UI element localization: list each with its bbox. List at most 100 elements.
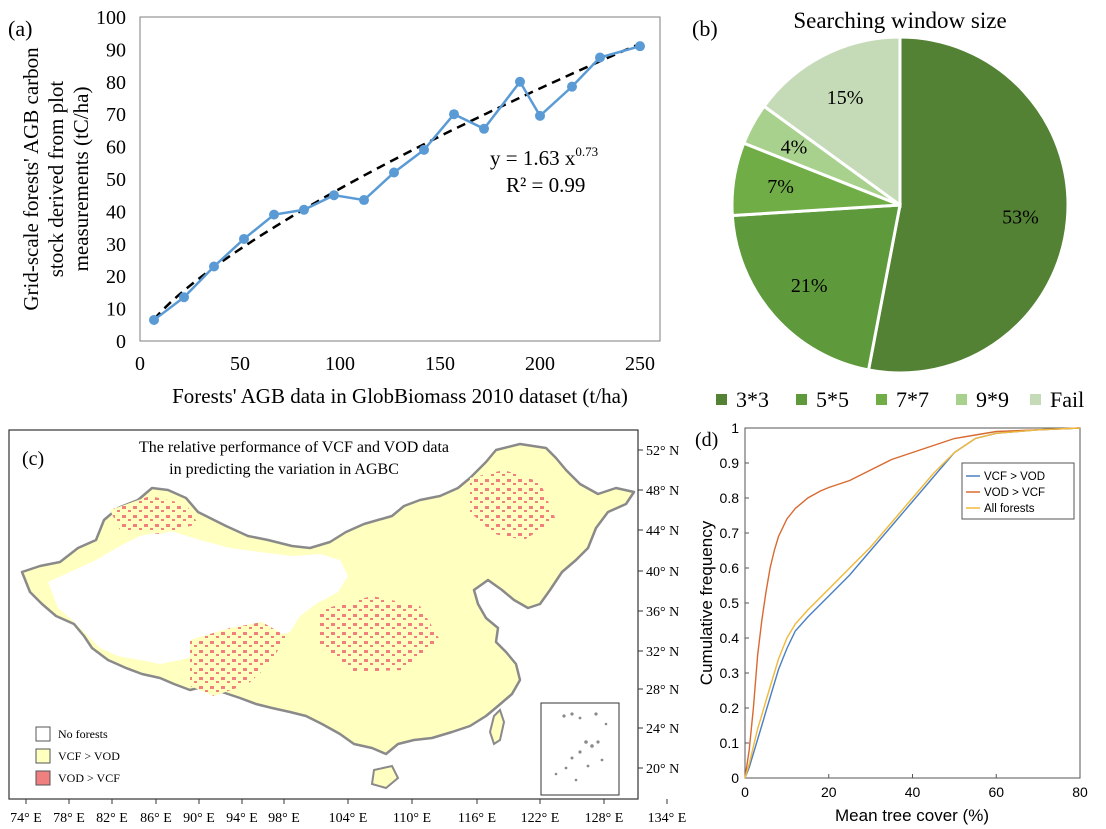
map-latitude-label: 20° N [646,762,679,777]
panel-a-data-point [329,190,339,201]
pie-slice [761,35,902,208]
map-longitude-label: 82° E [96,811,128,826]
map-longitude-label: 134° E [648,811,687,826]
panel-a-data-point [635,41,645,52]
panel-a-data-point [299,204,309,215]
panel-d-y-tick-label: 0.2 [720,700,740,716]
map-longitude-label: 110° E [393,811,431,826]
map-latitude-label: 28° N [646,683,679,698]
map-legend-label: VCF > VOD [58,749,120,763]
panel-d-x-tick-label: 0 [741,784,749,800]
map-longitude-label: 98° E [268,811,300,826]
panel-c: The relative performance of VCF and VOD … [8,429,686,826]
pie-slice [730,203,902,372]
map-legend-swatch [35,726,51,742]
map-longitude-label: 128° E [585,811,624,826]
panel-d-series-lines [744,427,1081,779]
panel-a-data-point [567,81,577,92]
map-longitude-ticks: 74° E 78° E 82° E 86° E 90° E 94° E 98° E 104° … [10,799,686,826]
panel-a-y-tick-label: 40 [106,201,126,223]
panel-a-equation: y = 1.63 x0.73 [490,144,598,170]
pie-title: Searching window size [793,8,1006,33]
panel-a-trendline [153,42,641,320]
panel-d-x-tick-label: 20 [821,784,837,800]
panel-a-data-point [449,109,459,120]
vod-patch-northwest [110,496,198,534]
panel-a-y-tick-label: 80 [106,72,126,94]
pie-legend-label: 3*3 [736,387,769,412]
panel-a-x-tick-label: 150 [425,353,455,375]
panel-d-y-axis-label: Cumulative frequency [697,520,716,685]
pie-legend-swatch [956,394,967,405]
panel-a-equation-base: y = 1.63 x [490,146,576,170]
map-latitude-label: 24° N [646,722,679,737]
map-legend: No forests VCF > VOD VOD > VCF [35,726,120,786]
panel-a-plot-frame [139,16,661,342]
panel-a-label: (a) [8,16,32,41]
pie-slice-label: 7% [767,176,794,198]
panel-a-y-axis-label-line-3: measurements (tC/ha) [69,87,93,272]
pie-slice-label: 15% [827,87,864,109]
panel-d-y-tick-label: 0.4 [720,630,740,646]
map-longitude-label: 74° E [10,811,42,826]
panel-d-x-ticks: 0 20 40 60 80 [741,774,1088,800]
panel-a-y-tick-label: 20 [106,266,126,288]
map-latitude-ticks: 52° N 48° N 44° N 40° N 36° N 32° N 28° N 24° N… [638,444,679,777]
panel-a-data-point [515,76,525,87]
panel-c-label: (c) [22,448,44,470]
panel-a-y-tick-label: 50 [106,169,126,191]
map-longitude-label: 94° E [226,811,258,826]
pie-legend-label: 7*7 [896,387,929,412]
panel-d: (d) 0 0.1 0.2 0.3 0.4 0.5 0.6 0.7 0.8 0.9 1 0 20 40 6… [695,420,1088,825]
pie-slice-label: 21% [791,275,828,297]
panel-d-legend-label: VCF > VOD [984,471,1045,483]
panel-d-legend-label: VOD > VCF [984,487,1045,499]
pie-legend-swatch [1030,394,1041,405]
panel-a-x-tick-label: 0 [135,353,145,375]
panel-d-x-tick-label: 80 [1072,784,1088,800]
panel-a-y-axis-label-line-1: Grid-scale forests' AGB carbon [19,47,43,311]
panel-d-x-axis-label: Mean tree cover (%) [835,806,989,825]
panel-a-x-tick-label: 250 [625,353,655,375]
map-longitude-label: 78° E [53,811,85,826]
map-longitude-label: 90° E [183,811,215,826]
map-longitude-label: 104° E [329,811,368,826]
hainan-island [370,764,400,790]
panel-a-x-ticks: 0 50 100 150 200 250 [135,353,655,375]
pie-legend: 3*3 5*5 7*7 9*9 Fail [716,387,1084,412]
map-legend-swatch [35,770,51,786]
panel-d-legend: VCF > VOD VOD > VCF All forests [961,462,1075,520]
panel-a-data-point [479,123,489,134]
panel-a-y-tick-label: 90 [106,39,126,61]
panel-a-y-tick-label: 10 [106,299,126,321]
panel-d-y-tick-label: 0.3 [720,665,740,681]
pie-legend-swatch [716,394,727,405]
panel-d-y-tick-label: 0.8 [720,490,740,506]
map-latitude-label: 52° N [646,444,679,459]
panel-d-y-tick-label: 0.6 [720,560,740,576]
map-latitude-label: 36° N [646,605,679,620]
panel-d-legend-label: All forests [984,503,1035,515]
map-latitude-label: 44° N [646,524,679,539]
map-longitude-label: 122° E [521,811,560,826]
map-legend-label: VOD > VCF [58,771,120,785]
panel-d-x-tick-label: 40 [905,784,921,800]
panel-d-label: (d) [695,429,718,451]
panel-a-x-tick-label: 50 [230,353,250,375]
map-latitude-label: 48° N [646,484,679,499]
map-latitude-label: 32° N [646,645,679,660]
pie-slices [730,35,1070,375]
panel-d-legend-box [961,462,1075,520]
pie-legend-label: 9*9 [976,387,1009,412]
pie-slice [866,35,1070,375]
panel-a-x-tick-label: 100 [325,353,355,375]
panel-d-y-tick-label: 0.9 [720,455,740,471]
map-legend-swatch [35,748,51,764]
panel-d-y-tick-label: 1 [731,420,739,436]
pie-legend-label: 5*5 [816,387,849,412]
panel-a-y-tick-label: 70 [106,104,126,126]
pie-slice-label: 53% [1002,206,1039,228]
vod-patch-tibet [190,622,286,696]
vod-patch-northeast [470,470,556,540]
